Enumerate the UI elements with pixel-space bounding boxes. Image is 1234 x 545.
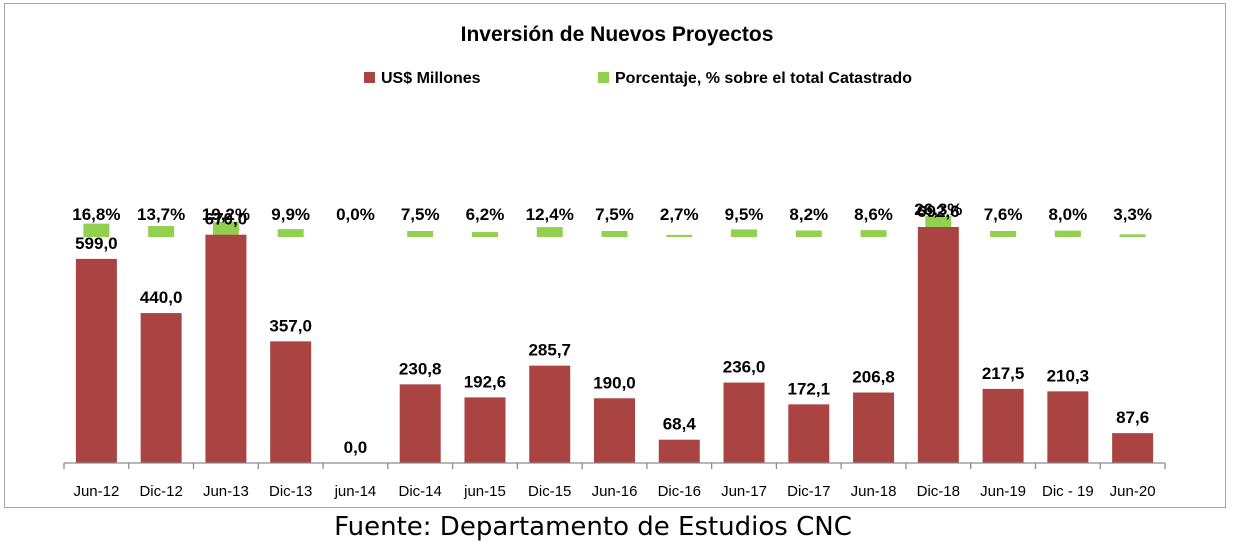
legend-swatch-millones xyxy=(364,72,375,83)
x-tick-label: Dic-16 xyxy=(658,483,701,500)
percentage-bar xyxy=(795,230,822,237)
value-label: 285,7 xyxy=(528,341,571,360)
percentage-label: 13,7% xyxy=(137,205,185,224)
value-label: 68,4 xyxy=(663,415,697,434)
x-tick-label: Dic-13 xyxy=(269,483,312,500)
percentage-bar xyxy=(990,230,1017,237)
percentage-label: 8,0% xyxy=(1048,205,1087,224)
value-bar xyxy=(788,404,830,463)
value-label: 357,0 xyxy=(269,316,312,335)
percentage-label: 0,0% xyxy=(336,205,375,224)
percentage-bar xyxy=(601,231,628,237)
x-tick-label: Jun-16 xyxy=(592,483,638,500)
value-bar xyxy=(140,313,182,463)
value-label: 217,5 xyxy=(982,364,1025,383)
percentage-bar xyxy=(860,230,887,237)
x-tick-label: Dic-14 xyxy=(399,483,442,500)
x-tick-labels: Jun-12 Dic-12 Jun-13 Dic-13 jun-14 Dic-14 jun-… xyxy=(73,483,1155,500)
percentage-label: 26,3% xyxy=(914,200,962,219)
value-bar xyxy=(658,439,700,463)
value-label: 440,0 xyxy=(140,288,183,307)
value-label: 206,8 xyxy=(852,368,895,387)
percentage-bar xyxy=(83,223,110,237)
percentage-label: 8,2% xyxy=(789,205,828,224)
legend-label-porcentaje: Porcentaje, % sobre el total Catastrado xyxy=(615,70,912,87)
value-bar xyxy=(1047,391,1089,463)
percentage-label: 7,5% xyxy=(401,205,440,224)
percentage-label: 9,9% xyxy=(271,205,310,224)
percentage-bar xyxy=(148,226,175,237)
x-tick-label: Jun-18 xyxy=(851,483,897,500)
value-label: 172,1 xyxy=(788,379,831,398)
x-axis xyxy=(63,462,1166,469)
value-bar xyxy=(464,397,506,463)
x-tick-label: Dic-17 xyxy=(787,483,830,500)
value-label: 0,0 xyxy=(344,438,368,457)
value-bar xyxy=(982,388,1024,463)
legend-swatch-porcentaje xyxy=(598,72,609,83)
value-label: 599,0 xyxy=(75,234,118,253)
percentage-bar xyxy=(407,231,434,237)
percentage-label: 7,5% xyxy=(595,205,634,224)
chart-title: Inversión de Nuevos Proyectos xyxy=(461,23,774,46)
percentage-label: 3,3% xyxy=(1113,205,1152,224)
source-note: Fuente: Departamento de Estudios CNC xyxy=(334,512,852,542)
x-tick-label: Jun-20 xyxy=(1110,483,1156,500)
x-tick-label: Dic - 19 xyxy=(1042,483,1094,500)
chart-frame: Inversión de Nuevos Proyectos US$ Millon… xyxy=(4,3,1226,508)
x-tick-label: Dic-15 xyxy=(528,483,571,500)
percentage-label: 9,5% xyxy=(725,205,764,224)
x-tick-label: Jun-13 xyxy=(203,483,249,500)
value-bar xyxy=(1112,433,1154,463)
value-bar xyxy=(529,365,571,463)
x-tick-label: jun-14 xyxy=(334,483,377,500)
x-tick-label: Dic-12 xyxy=(139,483,182,500)
percentage-bar xyxy=(277,229,304,237)
percentage-bar xyxy=(1119,234,1146,237)
x-tick-label: Dic-18 xyxy=(917,483,960,500)
value-bar xyxy=(270,341,312,463)
x-tick-label: jun-15 xyxy=(463,483,506,500)
percentage-labels: 16,8% 13,7% 19,2% 9,9% 0,0% 7,5% 6,2% 12,4% 7,5%… xyxy=(72,200,1152,224)
percentage-label: 7,6% xyxy=(984,205,1023,224)
percentage-bar xyxy=(212,221,239,237)
chart-svg: Inversión de Nuevos Proyectos US$ Millon… xyxy=(63,23,1166,500)
percentage-label: 2,7% xyxy=(660,205,699,224)
percentage-bar xyxy=(1054,230,1081,237)
legend: US$ Millones Porcentaje, % sobre el tota… xyxy=(364,70,912,87)
value-bar xyxy=(594,398,635,463)
value-bar xyxy=(853,392,895,463)
x-tick-label: Jun-17 xyxy=(721,483,767,500)
value-bar xyxy=(75,258,117,463)
value-bar xyxy=(917,227,959,463)
value-label: 192,6 xyxy=(464,372,507,391)
value-bars xyxy=(75,227,1154,463)
percentage-bar xyxy=(471,232,498,237)
percentage-label: 12,4% xyxy=(526,205,574,224)
value-label: 87,6 xyxy=(1116,408,1149,427)
value-label: 692,6 xyxy=(917,202,960,221)
percentage-bar xyxy=(666,234,693,237)
percentage-label: 16,8% xyxy=(72,205,120,224)
value-bar xyxy=(723,382,765,463)
percentage-label: 19,2% xyxy=(202,205,250,224)
percentage-bar xyxy=(536,227,563,237)
legend-label-millones: US$ Millones xyxy=(381,70,481,87)
value-label: 210,3 xyxy=(1047,366,1090,385)
value-bar xyxy=(399,384,441,463)
percentage-label: 6,2% xyxy=(466,205,505,224)
value-label: 236,0 xyxy=(723,358,766,377)
x-tick-label: Jun-12 xyxy=(73,483,119,500)
percentage-bars xyxy=(83,216,1146,237)
value-label: 230,8 xyxy=(399,359,442,378)
value-labels: 599,0 440,0 670,0 357,0 0,0 230,8 192,6 285,7 19… xyxy=(75,202,1149,457)
percentage-label: 8,6% xyxy=(854,205,893,224)
x-tick-label: Jun-19 xyxy=(980,483,1026,500)
value-bar xyxy=(205,234,247,463)
value-label: 190,0 xyxy=(593,373,636,392)
percentage-bar xyxy=(731,229,758,237)
value-label: 670,0 xyxy=(205,210,248,229)
